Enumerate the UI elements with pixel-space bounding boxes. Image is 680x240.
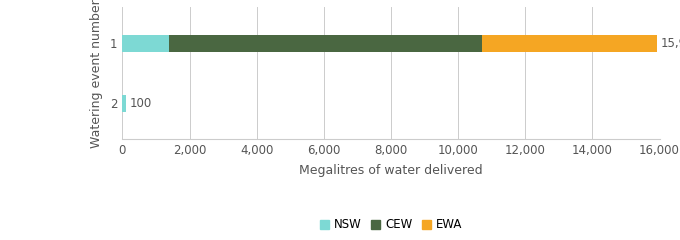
Bar (122, 35, 169, 52)
Bar (481, 35, 657, 52)
Text: 15,926: 15,926 (661, 37, 680, 50)
Legend: NSW, CEW, EWA: NSW, CEW, EWA (315, 214, 467, 236)
X-axis label: Megalitres of water delivered: Megalitres of water delivered (299, 164, 483, 177)
Text: 100: 100 (130, 97, 152, 110)
Bar (122, 95, 126, 112)
Y-axis label: Watering event number: Watering event number (90, 0, 103, 148)
Bar (169, 35, 481, 52)
